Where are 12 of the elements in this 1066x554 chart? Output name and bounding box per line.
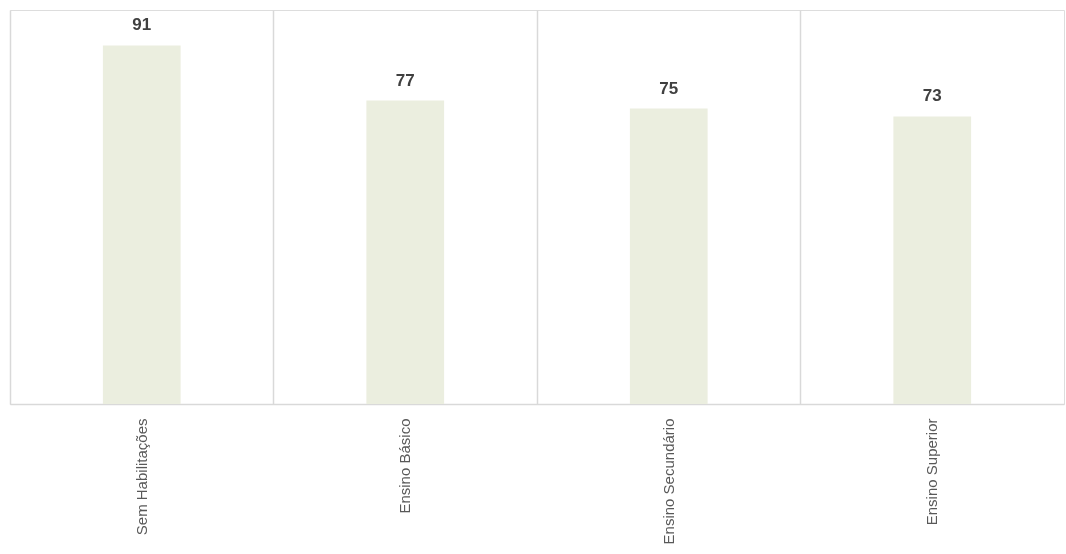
- data-label: 77: [395, 70, 415, 90]
- data-label: 91: [132, 15, 152, 35]
- x-tick-label: Ensino Secundário: [659, 418, 677, 545]
- x-tick-label: Ensino Básico: [396, 418, 414, 514]
- x-tick-label: Ensino Superior: [923, 418, 941, 526]
- x-tick-label: Sem Habilitações: [132, 418, 150, 536]
- data-label: 73: [922, 86, 942, 106]
- bar: [893, 116, 972, 404]
- bar: [366, 100, 445, 404]
- data-label: 75: [659, 78, 679, 98]
- bar: [629, 108, 708, 404]
- bar: [102, 45, 181, 404]
